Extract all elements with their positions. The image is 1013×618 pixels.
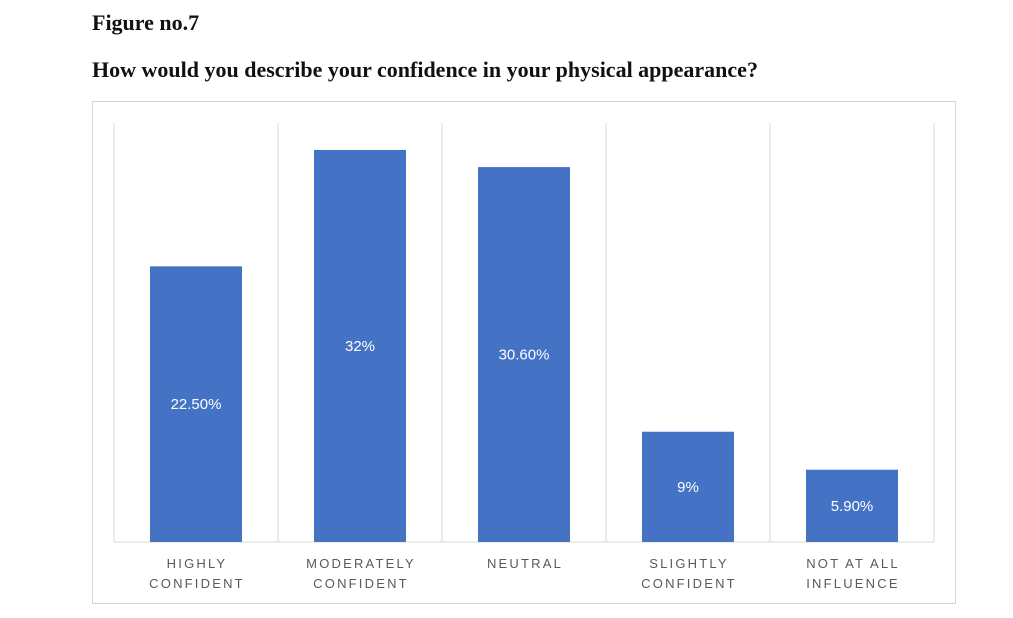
category-label-4: NOT AT ALL	[806, 556, 900, 571]
category-label-3: SLIGHTLY	[649, 556, 729, 571]
bar-0	[150, 266, 242, 542]
category-label-1: CONFIDENT	[313, 576, 409, 591]
category-label-2: NEUTRAL	[487, 556, 563, 571]
figure-label: Figure no.7	[92, 10, 200, 35]
category-label-3: CONFIDENT	[641, 576, 737, 591]
bar-1	[314, 149, 406, 542]
bar-2	[478, 167, 570, 542]
category-label-4: INFLUENCE	[806, 576, 899, 591]
data-label-3: 9%	[677, 479, 699, 496]
category-label-1: MODERATELY	[306, 556, 416, 571]
category-label-0: CONFIDENT	[149, 576, 245, 591]
bar-3	[642, 431, 734, 542]
bar-4	[806, 469, 898, 542]
category-label-0: HIGHLY	[167, 556, 228, 571]
data-label-4: 5.90%	[831, 498, 874, 515]
data-label-0: 22.50%	[171, 396, 222, 413]
data-label-2: 30.60%	[499, 347, 550, 364]
data-label-1: 32%	[345, 338, 375, 355]
chart-question-title: How would you describe your confidence i…	[92, 57, 758, 82]
